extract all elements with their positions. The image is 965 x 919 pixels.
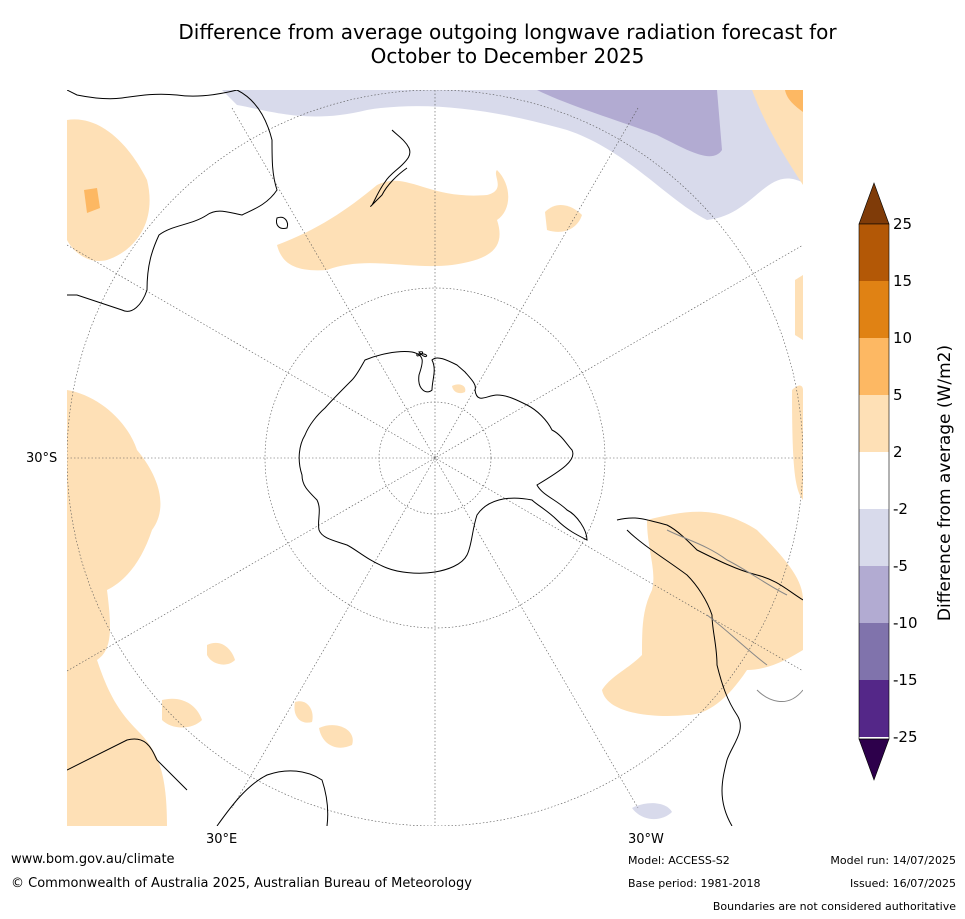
africa-coast [67, 738, 329, 826]
footer-issued: Issued: 16/07/2025 [849, 877, 956, 890]
positive-anomaly-sw-2 [162, 698, 202, 728]
colorbar-tick-15: 15 [893, 272, 913, 290]
positive-anomaly-west-2 [67, 390, 167, 826]
colorbar-segment-m5-m2 [859, 509, 889, 566]
colorbar-segment-2-5 [859, 395, 889, 452]
colorbar-segment-m10-m5 [859, 566, 889, 623]
positive-anomaly-sw-4 [319, 725, 353, 748]
footer-url[interactable]: www.bom.gov.au/climate [11, 852, 175, 867]
colorbar-tick-2: 2 [893, 443, 903, 461]
colorbar-tick-m25: -25 [893, 728, 918, 746]
tasmania-coast [276, 216, 288, 229]
colorbar-tick-m2: -2 [893, 500, 908, 518]
colorbar-tick-m5: -5 [893, 557, 908, 575]
colorbar-tick-m15: -15 [893, 671, 918, 689]
footer-disclaimer: Boundaries are not considered authoritat… [712, 900, 956, 913]
anomaly-fields [67, 90, 803, 826]
positive-anomaly-ne-strong [785, 90, 803, 112]
longitude-label-30e: 30°E [206, 832, 238, 847]
footer-model: Model: ACCESS-S2 [628, 854, 730, 867]
graticule [67, 90, 803, 826]
colorbar-over-arrow [858, 182, 890, 225]
colorbar-segment-5-10 [859, 338, 889, 395]
south-america-border [666, 529, 803, 702]
colorbar-segment-10-15 [859, 281, 889, 338]
south-america-coast [616, 517, 803, 826]
title-line-1: Difference from average outgoing longwav… [178, 20, 837, 44]
colorbar [858, 182, 890, 781]
positive-anomaly-south-america [602, 511, 803, 716]
positive-anomaly-sw-small [207, 642, 235, 665]
map-title: Difference from average outgoing longwav… [60, 20, 955, 68]
negative-anomaly-core [537, 90, 722, 157]
new-zealand-coast [370, 129, 411, 207]
title-line-2: October to December 2025 [370, 44, 645, 68]
colorbar-outline [858, 223, 890, 740]
colorbar-tick-10: 10 [893, 329, 913, 347]
positive-anomaly-pacific-2 [545, 204, 582, 232]
borders [666, 529, 803, 702]
latitude-circle-60s [264, 287, 606, 629]
positive-anomaly-sw-3 [294, 701, 313, 723]
colorbar-under-arrow [858, 738, 890, 781]
longitude-label-30w: 30°W [628, 832, 664, 847]
positive-anomaly-ne [752, 90, 803, 185]
footer-copyright: © Commonwealth of Australia 2025, Austra… [11, 876, 472, 891]
positive-anomaly-east-edge [792, 385, 803, 500]
negative-anomaly-south [632, 803, 672, 820]
map-svg [67, 90, 803, 826]
colorbar-segment-m25-m15 [859, 680, 889, 737]
colorbar-segment-15-25 [859, 224, 889, 281]
colorbar-segment-m2-2 [859, 452, 889, 509]
colorbar-tick-25: 25 [893, 215, 913, 233]
colorbar-segment-m15-m10 [859, 623, 889, 680]
antarctica-coast [298, 351, 588, 574]
footer-base-period: Base period: 1981-2018 [628, 877, 761, 890]
latitude-label-30s: 30°S [26, 451, 58, 466]
coastlines [67, 90, 803, 826]
positive-anomaly-pacific [277, 170, 509, 271]
positive-anomaly-antarctic [452, 384, 466, 394]
colorbar-tick-5: 5 [893, 386, 903, 404]
positive-anomaly-west-1 [67, 119, 150, 261]
positive-anomaly-east-edge-2 [795, 275, 803, 340]
footer-model-run: Model run: 14/07/2025 [830, 854, 956, 867]
positive-anomaly-west-1-strong [84, 188, 100, 213]
polar-map [67, 90, 803, 826]
colorbar-tick-m10: -10 [893, 614, 918, 632]
colorbar-title: Difference from average (W/m2) [935, 344, 955, 622]
australia-coast [67, 90, 278, 312]
